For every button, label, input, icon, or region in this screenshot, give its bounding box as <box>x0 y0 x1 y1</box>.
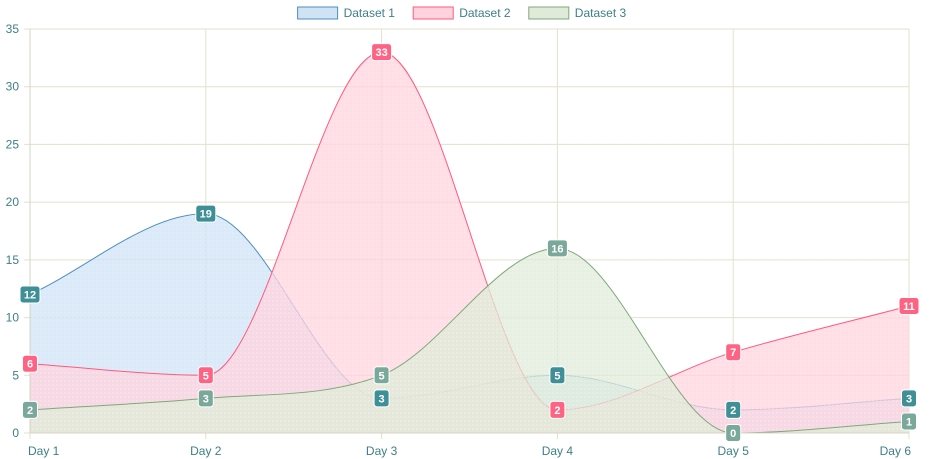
data-label-text: 2 <box>730 405 736 417</box>
series-areas <box>30 52 909 433</box>
data-label-text: 5 <box>554 370 560 382</box>
data-label-text: 3 <box>379 393 385 405</box>
y-tick-label: 20 <box>6 195 20 209</box>
legend-label: Dataset 1 <box>344 6 396 20</box>
legend-item-dataset-2[interactable]: Dataset 2 <box>413 6 511 20</box>
data-label[interactable]: 0 <box>726 425 741 442</box>
data-label[interactable]: 6 <box>23 355 38 372</box>
y-tick-label: 35 <box>6 22 20 36</box>
data-label-text: 11 <box>903 301 915 313</box>
data-label-text: 3 <box>203 393 209 405</box>
data-label-text: 33 <box>375 47 387 59</box>
data-label-text: 12 <box>24 289 36 301</box>
data-label[interactable]: 5 <box>198 367 213 384</box>
legend-label: Dataset 2 <box>459 6 511 20</box>
x-tick-label: Day 5 <box>718 444 750 458</box>
data-label[interactable]: 2 <box>726 401 741 418</box>
x-tick-label: Day 6 <box>880 444 912 458</box>
data-label[interactable]: 12 <box>20 286 40 303</box>
data-label-text: 0 <box>730 428 736 440</box>
y-tick-label: 0 <box>12 426 19 440</box>
data-label[interactable]: 19 <box>196 205 216 222</box>
y-tick-label: 15 <box>6 253 20 267</box>
data-label[interactable]: 16 <box>547 240 567 257</box>
data-label[interactable]: 3 <box>902 390 917 407</box>
data-label-text: 3 <box>906 393 912 405</box>
data-label[interactable]: 3 <box>198 390 213 407</box>
data-label[interactable]: 1 <box>902 413 917 430</box>
x-tick-label: Day 3 <box>366 444 398 458</box>
data-label[interactable]: 11 <box>899 298 919 315</box>
legend-swatch <box>529 7 569 19</box>
x-tick-label: Day 4 <box>542 444 574 458</box>
data-label-text: 19 <box>200 209 212 221</box>
legend-item-dataset-1[interactable]: Dataset 1 <box>298 6 396 20</box>
data-label[interactable]: 33 <box>372 44 392 61</box>
data-label[interactable]: 2 <box>23 401 38 418</box>
data-label-text: 5 <box>379 370 385 382</box>
legend-swatch <box>298 7 338 19</box>
data-label-text: 1 <box>906 416 912 428</box>
data-label-text: 16 <box>551 243 563 255</box>
y-tick-label: 30 <box>6 80 20 94</box>
data-label-text: 6 <box>27 359 33 371</box>
y-tick-label: 10 <box>6 311 20 325</box>
x-tick-label: Day 1 <box>28 444 60 458</box>
y-tick-label: 25 <box>6 137 20 151</box>
legend-swatch <box>413 7 453 19</box>
data-label-text: 2 <box>27 405 33 417</box>
data-label[interactable]: 3 <box>374 390 389 407</box>
data-label[interactable]: 5 <box>550 367 565 384</box>
y-tick-label: 5 <box>12 368 19 382</box>
data-label[interactable]: 5 <box>374 367 389 384</box>
data-label-text: 7 <box>730 347 736 359</box>
data-label-text: 2 <box>554 405 560 417</box>
legend-label: Dataset 3 <box>575 6 627 20</box>
data-label[interactable]: 7 <box>726 344 741 361</box>
legend-item-dataset-3[interactable]: Dataset 3 <box>529 6 627 20</box>
legend[interactable]: Dataset 1 Dataset 2 Dataset 3 <box>298 6 627 20</box>
x-tick-label: Day 2 <box>190 444 222 458</box>
data-label-text: 5 <box>203 370 209 382</box>
data-label[interactable]: 2 <box>550 401 565 418</box>
